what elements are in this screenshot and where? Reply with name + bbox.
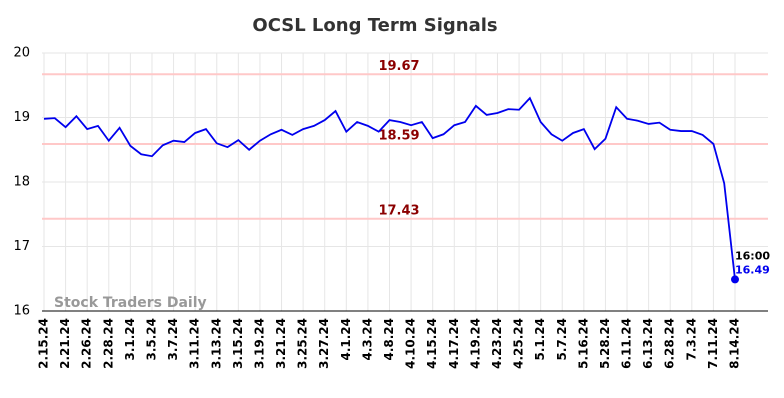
x-tick-label: 3.27.24 [317, 318, 331, 369]
x-tick-label: 2.28.24 [101, 318, 115, 369]
x-tick-label: 3.13.24 [209, 318, 223, 369]
x-tick-label: 3.7.24 [166, 318, 180, 361]
y-tick-label: 18 [13, 175, 30, 190]
x-tick-label: 6.13.24 [641, 318, 655, 369]
annotation-time: 16:00 [735, 249, 770, 262]
x-tick-label: 6.28.24 [663, 318, 677, 369]
reference-label: 17.43 [378, 203, 419, 218]
x-tick-label: 3.1.24 [123, 318, 137, 361]
x-tick-label: 5.16.24 [576, 318, 590, 369]
x-tick-label: 2.21.24 [58, 318, 72, 369]
x-tick-label: 2.15.24 [37, 318, 51, 369]
y-tick-label: 19 [13, 110, 30, 125]
y-tick-label: 20 [13, 46, 30, 61]
x-tick-label: 4.10.24 [404, 318, 418, 369]
x-tick-label: 3.15.24 [231, 318, 245, 369]
last-point [731, 275, 739, 284]
x-tick-label: 3.25.24 [296, 318, 310, 369]
x-tick-label: 2.26.24 [80, 318, 94, 369]
x-tick-label: 4.25.24 [512, 318, 526, 369]
watermark: Stock Traders Daily [54, 295, 207, 311]
x-tick-label: 3.11.24 [188, 318, 202, 369]
price-line [43, 96, 736, 280]
reference-label: 18.59 [378, 128, 419, 143]
x-tick-label: 3.21.24 [274, 318, 288, 369]
x-tick-label: 5.7.24 [555, 318, 569, 361]
x-tick-label: 4.1.24 [339, 318, 353, 361]
reference-label: 19.67 [378, 59, 419, 74]
x-tick-label: 7.3.24 [684, 318, 698, 361]
chart-title: OCSL Long Term Signals [252, 15, 497, 36]
x-tick-label: 4.3.24 [360, 318, 374, 361]
x-tick-label: 3.19.24 [252, 318, 266, 369]
x-tick-label: 8.14.24 [728, 318, 742, 369]
y-tick-label: 17 [13, 239, 30, 254]
x-tick-label: 4.17.24 [447, 318, 461, 369]
x-tick-label: 5.28.24 [598, 318, 612, 369]
x-tick-label: 4.15.24 [425, 318, 439, 369]
x-tick-label: 5.1.24 [533, 318, 547, 361]
annotation-value: 16.49 [735, 263, 770, 276]
x-tick-label: 4.8.24 [382, 318, 396, 361]
x-tick-label: 4.23.24 [490, 318, 504, 369]
x-tick-label: 4.19.24 [468, 318, 482, 369]
x-tick-label: 7.11.24 [706, 318, 720, 369]
y-tick-label: 16 [13, 304, 30, 319]
x-tick-label: 3.5.24 [144, 318, 158, 361]
x-tick-label: 6.11.24 [620, 318, 634, 369]
